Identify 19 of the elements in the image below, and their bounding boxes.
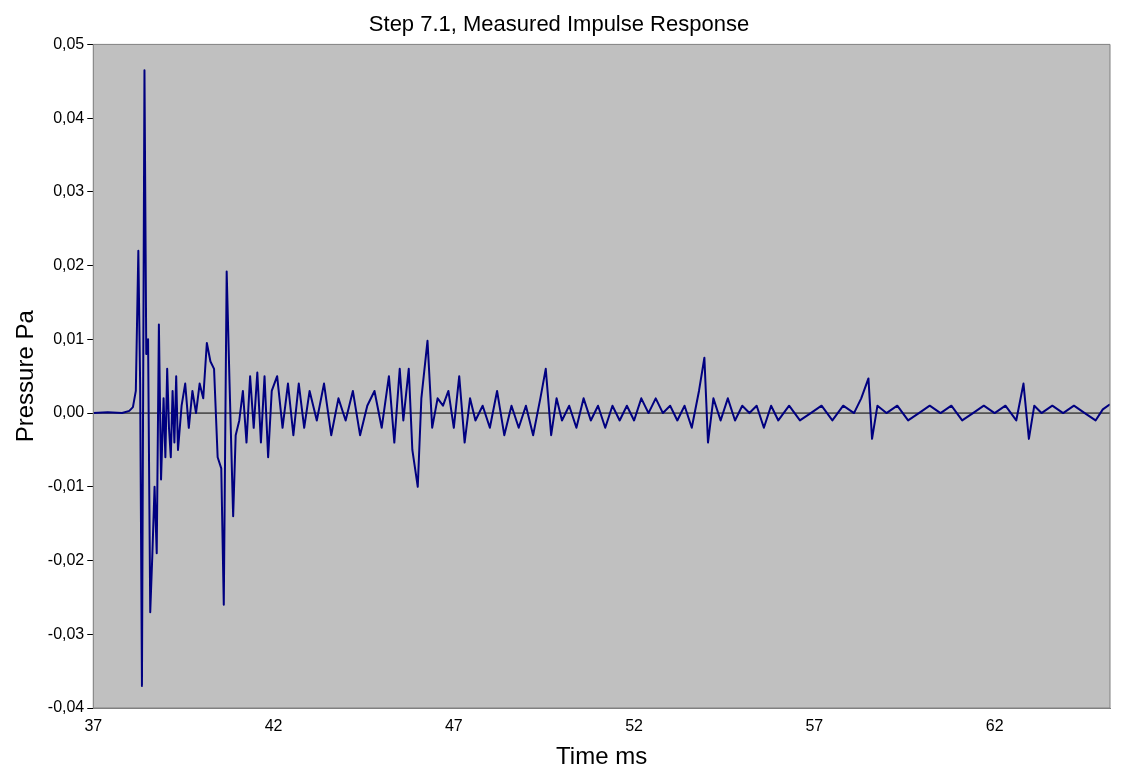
y-tick-label: -0,03 (47, 624, 85, 642)
x-tick-label: 52 (625, 717, 644, 735)
x-tick-label: 42 (264, 717, 283, 735)
y-tick-label: 0,01 (53, 329, 85, 347)
y-axis-title: Pressure Pa (11, 309, 39, 443)
y-tick-label: 0,04 (53, 108, 85, 126)
chart-title: Step 7.1, Measured Impulse Response (368, 11, 750, 37)
x-tick-label: 37 (84, 717, 103, 735)
y-tick-label: -0,01 (47, 477, 85, 495)
y-tick-label: 0,00 (53, 403, 85, 421)
x-axis-title: Time ms (556, 742, 648, 770)
y-tick-label: 0,03 (53, 182, 85, 200)
x-tick-label: 47 (444, 717, 463, 735)
x-tick-label: 57 (805, 717, 824, 735)
y-tick-label: -0,02 (47, 550, 85, 568)
y-tick-label: -0,04 (47, 698, 85, 716)
y-tick-label: 0,05 (53, 34, 85, 52)
y-tick-label: 0,02 (53, 256, 85, 274)
x-tick-label: 62 (985, 717, 1004, 735)
